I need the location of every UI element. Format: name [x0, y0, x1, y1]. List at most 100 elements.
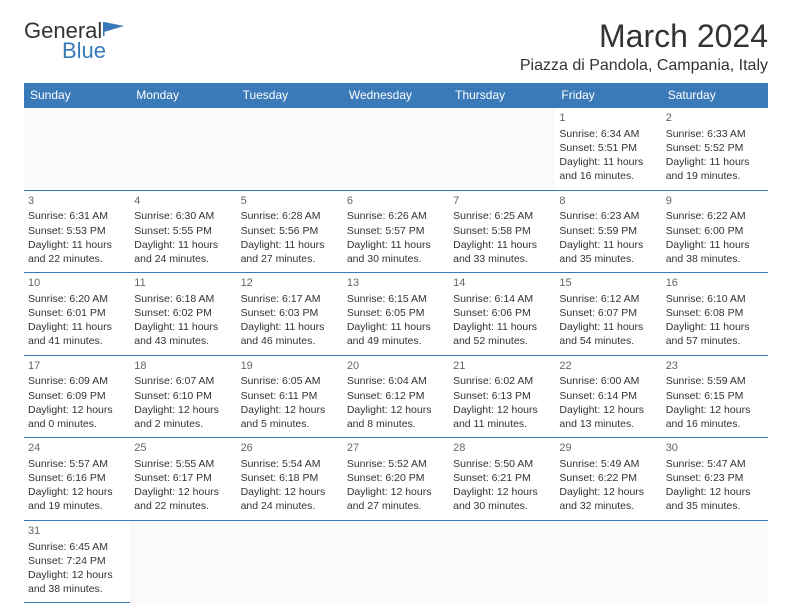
sunrise-text: Sunrise: 5:59 AM	[666, 374, 764, 388]
day-number: 18	[134, 359, 232, 374]
daylight-text: Daylight: 11 hours and 49 minutes.	[347, 320, 445, 348]
day-number: 3	[28, 194, 126, 209]
empty-cell	[662, 520, 768, 603]
sunset-text: Sunset: 6:16 PM	[28, 471, 126, 485]
day-cell: 10Sunrise: 6:20 AMSunset: 6:01 PMDayligh…	[24, 273, 130, 356]
sunset-text: Sunset: 6:05 PM	[347, 306, 445, 320]
day-cell: 28Sunrise: 5:50 AMSunset: 6:21 PMDayligh…	[449, 438, 555, 521]
daylight-text: Daylight: 11 hours and 35 minutes.	[559, 238, 657, 266]
daylight-text: Daylight: 12 hours and 13 minutes.	[559, 403, 657, 431]
sunrise-text: Sunrise: 5:50 AM	[453, 457, 551, 471]
sunset-text: Sunset: 6:22 PM	[559, 471, 657, 485]
daylight-text: Daylight: 11 hours and 46 minutes.	[241, 320, 339, 348]
flag-icon	[102, 18, 128, 44]
sunset-text: Sunset: 5:56 PM	[241, 224, 339, 238]
day-number: 1	[559, 111, 657, 126]
daylight-text: Daylight: 12 hours and 0 minutes.	[28, 403, 126, 431]
day-cell: 2Sunrise: 6:33 AMSunset: 5:52 PMDaylight…	[662, 108, 768, 191]
daylight-text: Daylight: 11 hours and 24 minutes.	[134, 238, 232, 266]
daylight-text: Daylight: 12 hours and 27 minutes.	[347, 485, 445, 513]
daylight-text: Daylight: 11 hours and 52 minutes.	[453, 320, 551, 348]
daylight-text: Daylight: 12 hours and 35 minutes.	[666, 485, 764, 513]
daylight-text: Daylight: 11 hours and 54 minutes.	[559, 320, 657, 348]
sunrise-text: Sunrise: 6:10 AM	[666, 292, 764, 306]
sunrise-text: Sunrise: 6:30 AM	[134, 209, 232, 223]
daylight-text: Daylight: 12 hours and 30 minutes.	[453, 485, 551, 513]
day-number: 9	[666, 194, 764, 209]
day-cell: 18Sunrise: 6:07 AMSunset: 6:10 PMDayligh…	[130, 355, 236, 438]
calendar-body: 1Sunrise: 6:34 AMSunset: 5:51 PMDaylight…	[24, 108, 768, 603]
sunset-text: Sunset: 6:03 PM	[241, 306, 339, 320]
day-number: 28	[453, 441, 551, 456]
daylight-text: Daylight: 12 hours and 19 minutes.	[28, 485, 126, 513]
day-cell: 31Sunrise: 6:45 AMSunset: 7:24 PMDayligh…	[24, 520, 130, 603]
day-number: 23	[666, 359, 764, 374]
weekday-header: Wednesday	[343, 83, 449, 108]
calendar-row: 31Sunrise: 6:45 AMSunset: 7:24 PMDayligh…	[24, 520, 768, 603]
day-number: 16	[666, 276, 764, 291]
sunset-text: Sunset: 6:20 PM	[347, 471, 445, 485]
sunset-text: Sunset: 6:06 PM	[453, 306, 551, 320]
empty-cell	[237, 520, 343, 603]
daylight-text: Daylight: 12 hours and 5 minutes.	[241, 403, 339, 431]
day-number: 15	[559, 276, 657, 291]
sunset-text: Sunset: 6:10 PM	[134, 389, 232, 403]
month-title: March 2024	[520, 18, 768, 55]
daylight-text: Daylight: 11 hours and 16 minutes.	[559, 155, 657, 183]
sunrise-text: Sunrise: 6:26 AM	[347, 209, 445, 223]
day-number: 19	[241, 359, 339, 374]
sunset-text: Sunset: 5:55 PM	[134, 224, 232, 238]
sunset-text: Sunset: 6:23 PM	[666, 471, 764, 485]
day-cell: 25Sunrise: 5:55 AMSunset: 6:17 PMDayligh…	[130, 438, 236, 521]
sunrise-text: Sunrise: 5:47 AM	[666, 457, 764, 471]
day-cell: 23Sunrise: 5:59 AMSunset: 6:15 PMDayligh…	[662, 355, 768, 438]
sunrise-text: Sunrise: 6:07 AM	[134, 374, 232, 388]
sunrise-text: Sunrise: 6:34 AM	[559, 127, 657, 141]
daylight-text: Daylight: 11 hours and 38 minutes.	[666, 238, 764, 266]
sunset-text: Sunset: 6:17 PM	[134, 471, 232, 485]
weekday-header-row: Sunday Monday Tuesday Wednesday Thursday…	[24, 83, 768, 108]
empty-cell	[449, 108, 555, 191]
sunset-text: Sunset: 6:12 PM	[347, 389, 445, 403]
weekday-header: Thursday	[449, 83, 555, 108]
day-cell: 14Sunrise: 6:14 AMSunset: 6:06 PMDayligh…	[449, 273, 555, 356]
day-cell: 30Sunrise: 5:47 AMSunset: 6:23 PMDayligh…	[662, 438, 768, 521]
day-number: 10	[28, 276, 126, 291]
sunrise-text: Sunrise: 6:22 AM	[666, 209, 764, 223]
weekday-header: Monday	[130, 83, 236, 108]
day-number: 11	[134, 276, 232, 291]
day-cell: 26Sunrise: 5:54 AMSunset: 6:18 PMDayligh…	[237, 438, 343, 521]
sunset-text: Sunset: 6:02 PM	[134, 306, 232, 320]
sunset-text: Sunset: 6:08 PM	[666, 306, 764, 320]
day-cell: 19Sunrise: 6:05 AMSunset: 6:11 PMDayligh…	[237, 355, 343, 438]
sunrise-text: Sunrise: 6:00 AM	[559, 374, 657, 388]
day-number: 17	[28, 359, 126, 374]
day-number: 5	[241, 194, 339, 209]
empty-cell	[343, 520, 449, 603]
calendar-row: 1Sunrise: 6:34 AMSunset: 5:51 PMDaylight…	[24, 108, 768, 191]
daylight-text: Daylight: 12 hours and 22 minutes.	[134, 485, 232, 513]
day-cell: 16Sunrise: 6:10 AMSunset: 6:08 PMDayligh…	[662, 273, 768, 356]
day-number: 24	[28, 441, 126, 456]
day-cell: 4Sunrise: 6:30 AMSunset: 5:55 PMDaylight…	[130, 190, 236, 273]
day-cell: 24Sunrise: 5:57 AMSunset: 6:16 PMDayligh…	[24, 438, 130, 521]
daylight-text: Daylight: 11 hours and 22 minutes.	[28, 238, 126, 266]
sunset-text: Sunset: 6:11 PM	[241, 389, 339, 403]
sunset-text: Sunset: 5:58 PM	[453, 224, 551, 238]
day-cell: 3Sunrise: 6:31 AMSunset: 5:53 PMDaylight…	[24, 190, 130, 273]
sunrise-text: Sunrise: 6:05 AM	[241, 374, 339, 388]
sunrise-text: Sunrise: 5:52 AM	[347, 457, 445, 471]
page-header: General Blue March 2024 Piazza di Pandol…	[24, 18, 768, 75]
day-number: 8	[559, 194, 657, 209]
day-number: 12	[241, 276, 339, 291]
sunrise-text: Sunrise: 6:18 AM	[134, 292, 232, 306]
day-number: 25	[134, 441, 232, 456]
empty-cell	[130, 108, 236, 191]
sunset-text: Sunset: 6:13 PM	[453, 389, 551, 403]
calendar-table: Sunday Monday Tuesday Wednesday Thursday…	[24, 83, 768, 603]
day-number: 30	[666, 441, 764, 456]
day-number: 2	[666, 111, 764, 126]
logo-text: General Blue	[24, 18, 128, 64]
day-number: 13	[347, 276, 445, 291]
sunrise-text: Sunrise: 6:15 AM	[347, 292, 445, 306]
